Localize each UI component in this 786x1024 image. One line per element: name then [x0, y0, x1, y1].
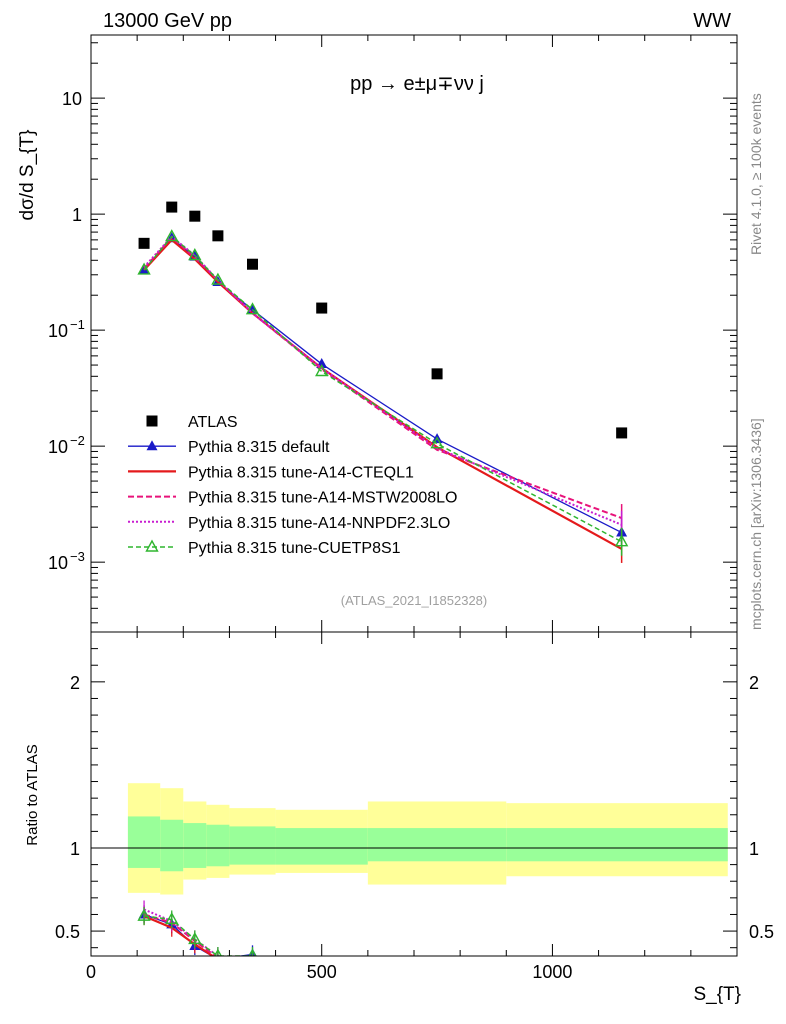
ratio-point-cuetp8s1 [248, 948, 257, 956]
uncertainty-band-inner [127, 816, 161, 868]
y-tick-exponent: −2 [70, 433, 85, 448]
top-y-axis-label: dσ/d S_{T} [17, 130, 38, 221]
data-point-atlas [212, 230, 224, 242]
legend-label-cuetp8s1: Pythia 8.315 tune-CUETP8S1 [188, 540, 401, 557]
legend-marker-cuetp8s1 [145, 539, 159, 552]
uncertainty-band-inner [367, 828, 507, 862]
bottom-plot-frame [90, 631, 738, 957]
data-point-cuetp8s1 [188, 248, 202, 261]
y-tick-label: 1 [72, 205, 82, 225]
uncertainty-band-inner [206, 824, 230, 867]
data-point-cuetp8s1 [245, 302, 260, 315]
bottom-y-axis-label: Ratio to ATLAS [24, 744, 41, 845]
legend-label-atlas: ATLAS [188, 414, 238, 431]
analysis-watermark: (ATLAS_2021_I1852328) [341, 593, 487, 608]
main-plot [137, 201, 629, 563]
ratio-line-default [143, 913, 253, 956]
legend-label-mstw: Pythia 8.315 tune-A14-MSTW2008LO [188, 490, 457, 507]
rivet-label: Rivet 4.1.0, ≥ 100k events [748, 93, 764, 255]
data-point-cuetp8s1 [614, 534, 629, 547]
data-point-atlas [316, 302, 328, 314]
y-tick-exponent: −3 [70, 549, 85, 564]
uncertainty-band-inner [183, 823, 207, 868]
data-point-atlas [616, 427, 628, 439]
legend-marker-default [146, 440, 158, 451]
data-point-atlas [247, 258, 258, 270]
ratio-point-cuetp8s1 [165, 911, 179, 925]
x-tick-label: 500 [307, 962, 337, 982]
ratio-y-tick-label: 0.5 [55, 922, 80, 942]
header-right: WW [693, 10, 731, 32]
data-point-cuetp8s1 [315, 364, 329, 377]
data-point-cuetp8s1 [165, 229, 179, 242]
y-tick-label: 10 [48, 321, 68, 341]
ratio-line-nnpdf [143, 908, 224, 956]
y-tick-label: 10 [48, 553, 68, 573]
mcplots-label: mcplots.cern.ch [arXiv:1306.3436] [748, 418, 764, 630]
header-left: 13000 GeV pp [103, 10, 232, 32]
ratio-y-tick-label-right: 1 [749, 839, 759, 859]
ratio-y-tick-label-right: 0.5 [749, 922, 774, 942]
legend-marker-atlas [146, 415, 158, 427]
ratio-y-tick-label: 1 [70, 839, 80, 859]
legend-label-default: Pythia 8.315 default [188, 439, 330, 456]
x-tick-label: 1000 [532, 962, 572, 982]
x-axis-label: S_{T} [693, 984, 741, 1005]
ratio-point-cuetp8s1 [188, 931, 202, 945]
data-point-atlas [189, 210, 201, 222]
ratio-y-tick-label-right: 2 [749, 673, 759, 693]
y-tick-label: 10 [48, 437, 68, 457]
process-label: pp → e±μ∓νν j [350, 73, 484, 95]
ratio-point-cuetp8s1 [137, 908, 151, 921]
legend-label-cteql1: Pythia 8.315 tune-A14-CTEQL1 [188, 464, 414, 481]
data-point-cuetp8s1 [430, 436, 444, 449]
uncertainty-band-inner [506, 828, 728, 862]
data-point-cuetp8s1 [211, 272, 225, 285]
uncertainty-band-inner [275, 828, 368, 865]
legend-label-nnpdf: Pythia 8.315 tune-A14-NNPDF2.3LO [188, 515, 450, 532]
ratio-y-tick-label: 2 [70, 673, 80, 693]
y-tick-label: 10 [62, 89, 82, 109]
y-tick-exponent: −1 [70, 317, 85, 332]
data-point-atlas [431, 368, 443, 380]
data-point-cuetp8s1 [137, 262, 151, 275]
ratio-plot [91, 783, 737, 956]
uncertainty-band-inner [160, 819, 184, 872]
data-point-atlas [166, 201, 178, 213]
series-line-cuetp8s1 [143, 235, 622, 543]
x-tick-label: 0 [86, 962, 96, 982]
legend: ATLAS Pythia 8.315 default Pythia 8.315 tu… [128, 414, 457, 557]
ratio-point-cuetp8s1 [213, 948, 222, 956]
uncertainty-band-inner [229, 826, 276, 865]
series-line-nnpdf [143, 235, 623, 526]
data-point-atlas [138, 237, 150, 249]
